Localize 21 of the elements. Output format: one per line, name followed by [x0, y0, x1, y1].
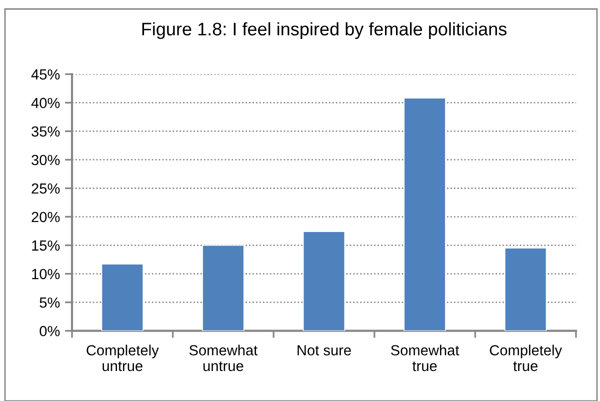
x-tick-label: Not sure — [298, 345, 351, 356]
y-tick-label: 15% — [32, 240, 60, 251]
x-tick-label: Completely true — [490, 344, 562, 372]
chart-title: Figure 1.8: I feel inspired by female politicians — [142, 22, 507, 40]
y-tick-label: 5% — [40, 297, 60, 308]
y-tick-label: 30% — [32, 154, 60, 166]
x-tick-label: Somewhat true — [391, 344, 460, 372]
bar — [202, 244, 244, 331]
bar — [302, 231, 346, 331]
x-tick-label: Completely untrue — [86, 344, 159, 372]
y-tick-label: 10% — [32, 268, 60, 280]
y-tick-label: 25% — [32, 183, 60, 194]
bar — [101, 264, 144, 331]
y-tick-label: 0% — [40, 326, 60, 336]
y-tick-label: 45% — [31, 69, 60, 80]
y-tick-label: 40% — [31, 98, 60, 108]
bar — [404, 98, 446, 331]
bar — [504, 248, 547, 331]
y-tick-label: 20% — [32, 212, 60, 222]
y-tick-label: 35% — [32, 126, 60, 137]
x-tick-label: Somewhat untrue — [189, 344, 258, 372]
